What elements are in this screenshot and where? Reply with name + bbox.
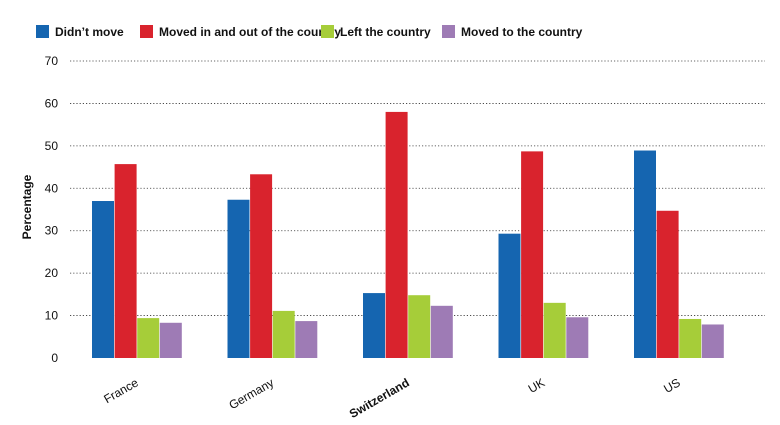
x-category-label: France: [101, 375, 141, 406]
bar: [114, 164, 137, 358]
bar: [634, 150, 656, 358]
legend-swatch: [36, 25, 49, 38]
x-axis-category-labels: France Germany Switzerland UK US: [101, 375, 682, 421]
bar: [566, 317, 589, 358]
y-tick-label: 20: [45, 266, 59, 280]
bar: [159, 322, 182, 358]
legend-label: Moved in and out of the country: [159, 25, 341, 39]
bar-group: [227, 174, 318, 358]
legend-item: Didn’t move: [36, 25, 124, 39]
bar: [543, 302, 566, 358]
y-axis-ticks: 0 10 20 30 40 50 60 70: [45, 54, 59, 365]
legend-swatch: [442, 25, 455, 38]
bar: [656, 210, 679, 358]
legend-swatch: [140, 25, 153, 38]
y-tick-label: 50: [45, 139, 59, 153]
bar: [363, 293, 385, 358]
bar: [137, 318, 160, 358]
y-tick-label: 30: [45, 224, 59, 238]
bar: [521, 151, 544, 358]
bar: [701, 324, 724, 358]
bar-group: [498, 151, 589, 358]
bars: [92, 111, 724, 359]
bar-group: [363, 111, 453, 359]
legend-item: Moved to the country: [442, 25, 583, 39]
bar: [272, 310, 295, 358]
gridlines: [70, 60, 765, 316]
y-tick-label: 70: [45, 54, 59, 68]
y-tick-label: 40: [45, 181, 59, 195]
bar: [408, 295, 431, 358]
bar: [385, 111, 408, 359]
legend-item: Moved in and out of the country: [140, 25, 341, 39]
bar: [498, 233, 521, 358]
legend-label: Moved to the country: [461, 25, 583, 39]
bar-group: [634, 150, 724, 358]
x-category-label: Germany: [226, 375, 276, 412]
legend-item: Left the country: [321, 25, 431, 39]
x-category-label: Switzerland: [347, 375, 412, 420]
bar: [679, 318, 702, 358]
legend-label: Didn’t move: [55, 25, 124, 39]
y-tick-label: 60: [45, 96, 59, 110]
bar-group: [92, 164, 182, 358]
y-axis-title: Percentage: [20, 174, 34, 239]
bar: [92, 201, 114, 358]
bar: [250, 174, 273, 358]
legend-label: Left the country: [340, 25, 431, 39]
y-tick-label: 0: [51, 351, 58, 365]
x-category-label: US: [661, 375, 682, 395]
legend: Didn’t move Moved in and out of the count…: [36, 25, 583, 39]
bar: [227, 199, 250, 358]
bar: [430, 305, 453, 358]
x-category-label: UK: [526, 375, 547, 395]
legend-swatch: [321, 25, 334, 38]
bar: [295, 321, 318, 358]
y-tick-label: 10: [45, 309, 59, 323]
